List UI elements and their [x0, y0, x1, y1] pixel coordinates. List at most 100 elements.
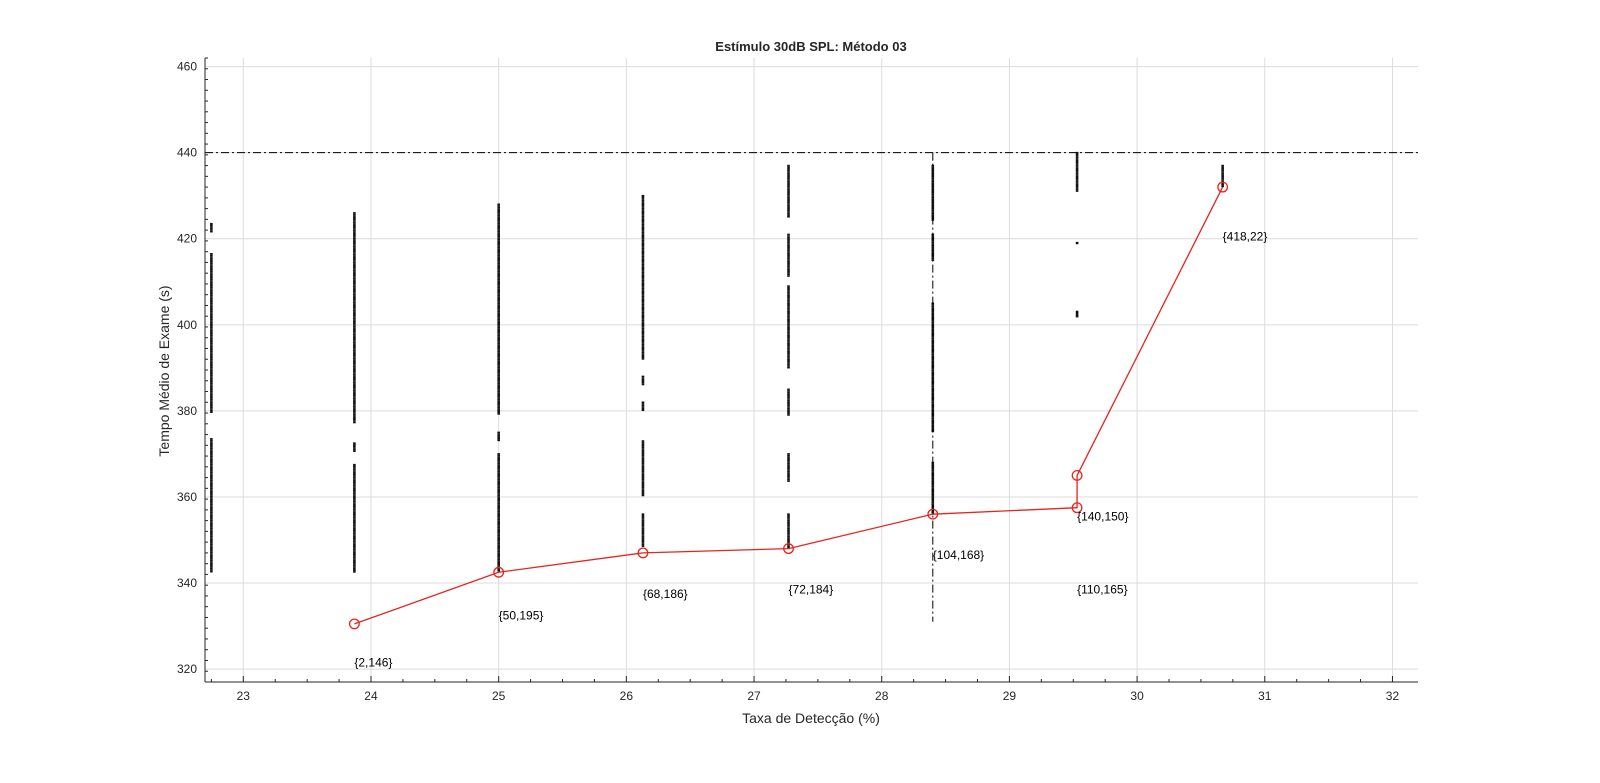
scatter-point [641, 316, 645, 319]
scatter-point [353, 260, 356, 262]
scatter-point [210, 452, 213, 455]
scatter-point [497, 339, 500, 342]
scatter-point [497, 257, 500, 260]
scatter-point [497, 481, 500, 484]
scatter-point [353, 255, 356, 257]
scatter-point [210, 460, 213, 463]
scatter-point [353, 256, 356, 259]
scatter-point [641, 263, 645, 266]
reference-lines [205, 152, 1418, 622]
scatter-point [787, 362, 790, 364]
scatter-point [210, 365, 213, 367]
scatter-point [1075, 182, 1079, 184]
scatter-point [931, 352, 935, 354]
scatter-point [497, 254, 500, 257]
scatter-point [497, 217, 500, 220]
scatter-point [210, 227, 213, 230]
scatter-point [641, 486, 645, 489]
scatter-point [787, 312, 790, 315]
scatter-point [1075, 174, 1079, 176]
scatter-point [497, 411, 500, 414]
scatter-point [497, 496, 500, 498]
series-marker [348, 618, 360, 630]
scatter-point [497, 229, 500, 231]
scatter-point [497, 553, 500, 556]
scatter-point [210, 347, 213, 350]
scatter-point [497, 302, 500, 305]
scatter-point [210, 272, 213, 274]
scatter-point [353, 296, 356, 299]
scatter-point [1221, 169, 1224, 172]
scatter-point [787, 519, 790, 522]
scatter-point [641, 241, 645, 243]
scatter-point [353, 421, 356, 424]
scatter-point [353, 285, 356, 288]
scatter-point [1221, 182, 1224, 184]
scatter-point [497, 355, 500, 358]
scatter-point [497, 341, 500, 343]
scatter-point [353, 261, 356, 264]
scatter-point [353, 266, 356, 269]
scatter-point [787, 545, 790, 547]
scatter-point [787, 454, 790, 457]
scatter-point [497, 456, 500, 458]
scatter-point [497, 520, 500, 522]
scatter-point [353, 442, 356, 444]
scatter-point [1075, 315, 1079, 318]
scatter-point [497, 379, 500, 382]
scatter-point [497, 297, 500, 300]
scatter-point [353, 247, 356, 249]
scatter-point [353, 212, 356, 214]
scatter-point [210, 366, 213, 369]
scatter-point [210, 393, 213, 396]
scatter-point [497, 310, 500, 313]
scatter-point [641, 522, 645, 525]
scatter-point [1075, 183, 1079, 186]
series-marker [1217, 181, 1229, 193]
scatter-point [641, 238, 645, 240]
scatter-point [210, 403, 213, 406]
scatter-point [353, 277, 356, 280]
x-tick-label: 23 [237, 689, 251, 703]
scatter-point [210, 473, 213, 475]
scatter-point [353, 561, 356, 564]
scatter-point [641, 236, 645, 239]
scatter-point [210, 401, 213, 404]
scatter-point [353, 239, 356, 241]
scatter-point [641, 268, 645, 271]
scatter-point [353, 527, 356, 530]
scatter-point [641, 289, 645, 291]
scatter-point [787, 246, 790, 249]
scatter-point [641, 377, 645, 379]
scatter-point [787, 241, 790, 244]
scatter-point [641, 314, 645, 317]
scatter-point [787, 538, 790, 541]
scatter-point [210, 261, 213, 263]
scatter-point [353, 324, 356, 326]
scatter-point [210, 454, 213, 456]
scatter-point [353, 338, 356, 341]
scatter-point [353, 360, 356, 363]
scatter-point [1075, 161, 1079, 164]
scatter-point [1075, 312, 1079, 316]
scatter-point [787, 393, 790, 395]
scatter-point [931, 246, 935, 249]
scatter-point [641, 258, 645, 261]
scatter-point [787, 334, 790, 337]
scatter-point [353, 322, 356, 325]
series-marker [637, 547, 649, 559]
scatter-point [497, 325, 500, 327]
scatter-point [641, 481, 645, 484]
scatter-point [931, 503, 935, 505]
scatter-point [353, 542, 356, 544]
scatter-point [641, 453, 645, 455]
scatter-point [497, 326, 500, 329]
scatter-point [497, 248, 500, 250]
scatter-point [787, 543, 790, 546]
scatter-point [210, 307, 213, 310]
scatter-point [353, 400, 356, 403]
scatter-point [497, 398, 500, 401]
scatter-point [641, 273, 645, 275]
scatter-point [641, 469, 645, 471]
